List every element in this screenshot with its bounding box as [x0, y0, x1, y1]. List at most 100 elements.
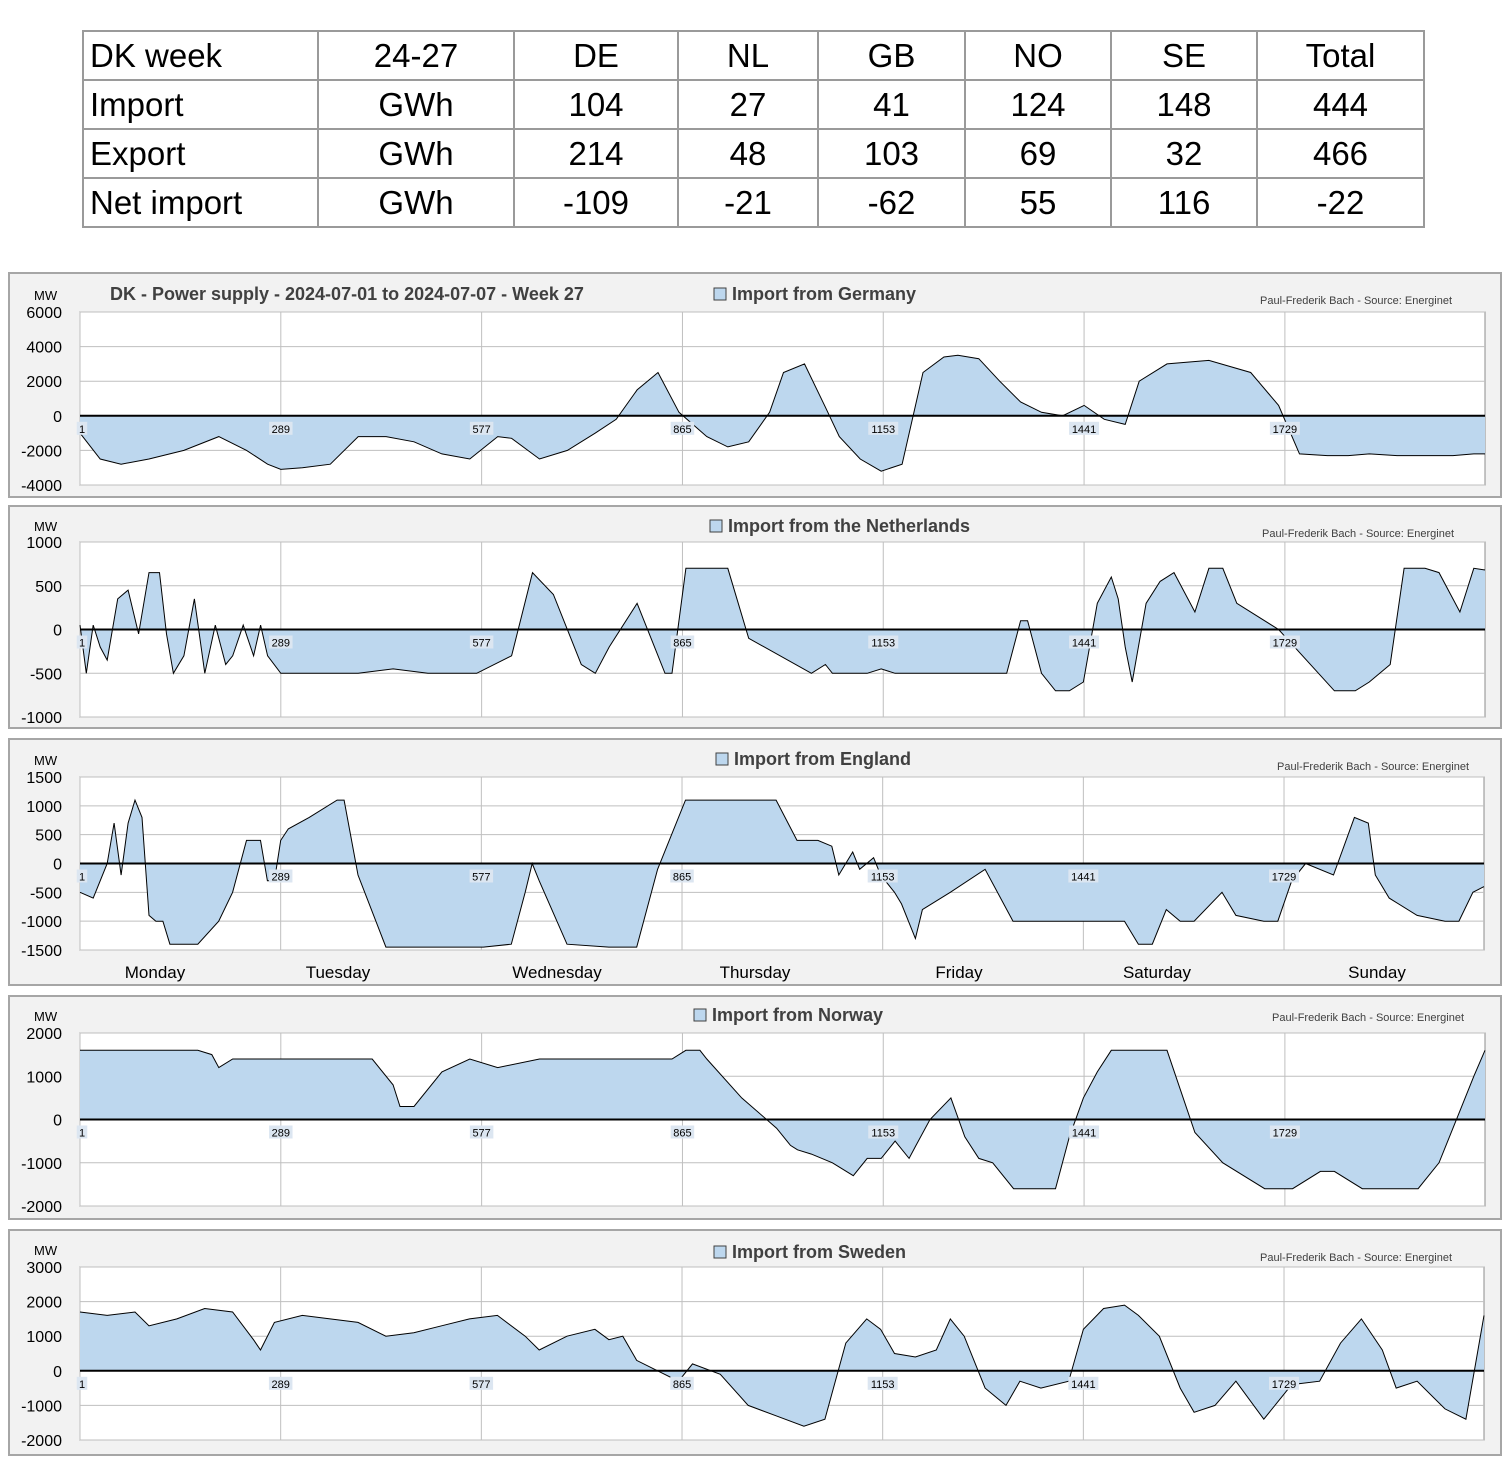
x-tick-label: 1 — [79, 872, 85, 884]
x-tick-label: 1153 — [871, 424, 895, 436]
table-header-cell: NO — [964, 30, 1112, 81]
x-tick-label-bg — [76, 869, 88, 883]
y-tick-label: 4000 — [26, 340, 62, 357]
table-row: Export GWh 214 48 103 69 32 466 — [82, 128, 1425, 179]
y-tick-label: 0 — [53, 623, 62, 640]
x-tick-label-bg — [670, 421, 695, 435]
x-tick-label-bg — [1269, 1125, 1300, 1139]
x-tick-label: 1441 — [1072, 638, 1096, 650]
x-tick-label-bg — [867, 869, 898, 883]
x-tick-label: 289 — [272, 424, 290, 436]
credit-text: Paul-Frederik Bach - Source: Energinet — [1260, 1252, 1452, 1264]
y-tick-label: -2000 — [21, 443, 62, 460]
x-tick-label: 865 — [673, 872, 691, 884]
x-tick-label: 289 — [272, 638, 290, 650]
x-tick-label-bg — [1269, 869, 1300, 883]
x-tick-label: 865 — [673, 1128, 691, 1140]
y-tick-label: 2000 — [26, 374, 62, 391]
x-tick-label-bg — [670, 1125, 695, 1139]
table-cell: -22 — [1256, 177, 1425, 228]
credit-text: Paul-Frederik Bach - Source: Energinet — [1277, 761, 1469, 773]
chart-germany: 1 289 577 865 1153 1441 1729 -4000 -2000 0 2000 400… — [8, 272, 1502, 498]
table-cell: Net import — [82, 177, 319, 228]
table-header-cell: GB — [817, 30, 966, 81]
x-tick-label-bg — [1269, 635, 1300, 649]
x-tick-label-bg — [268, 1376, 293, 1390]
y-axis-unit: MW — [34, 519, 58, 534]
credit-text: Paul-Frederik Bach - Source: Energinet — [1260, 295, 1452, 307]
chart-england: 1 289 577 865 1153 1441 1729 -1500 -1000 -500 0 500… — [8, 738, 1502, 986]
table-cell: 466 — [1256, 128, 1425, 179]
chart-title: DK - Power supply - 2024-07-01 to 2024-0… — [110, 284, 584, 304]
x-tick-label: 1 — [79, 424, 85, 436]
y-tick-label: 500 — [35, 579, 62, 596]
table-header-cell: SE — [1110, 30, 1258, 81]
y-axis-unit: MW — [34, 1009, 58, 1024]
y-tick-label: -1000 — [21, 1156, 62, 1173]
y-axis-unit: MW — [34, 288, 58, 303]
summary-table: DK week 24-27 DE NL GB NO SE Total Import GWh 104 2… — [82, 30, 1425, 228]
table-cell: Import — [82, 79, 319, 130]
series-area — [80, 355, 1485, 472]
chart-svg: 1 289 577 865 1153 1441 1729 -2000 -1000 0 1000 200… — [21, 1005, 1486, 1216]
table-cell: 116 — [1110, 177, 1258, 228]
x-tick-label-bg — [1269, 1376, 1300, 1390]
x-tick-label: 1729 — [1272, 872, 1296, 884]
y-tick-label: 500 — [35, 828, 62, 845]
day-label: Monday — [125, 963, 186, 982]
x-tick-label: 1153 — [871, 638, 895, 650]
day-label: Saturday — [1123, 963, 1192, 982]
x-tick-label: 1729 — [1273, 638, 1297, 650]
series-area — [80, 1305, 1484, 1427]
y-tick-label: -2000 — [21, 1433, 62, 1450]
legend-label: Import from Sweden — [732, 1242, 906, 1262]
legend-swatch — [693, 1008, 707, 1022]
table-header-cell: NL — [677, 30, 819, 81]
chart-sweden: 1 289 577 865 1153 1441 1729 -2000 -1000 0 1000 200… — [8, 1229, 1502, 1456]
x-tick-label-bg — [469, 635, 494, 649]
x-tick-label-bg — [269, 421, 293, 435]
table-cell: 104 — [513, 79, 679, 130]
table-cell: -109 — [513, 177, 679, 228]
x-tick-label-bg — [269, 635, 293, 649]
x-tick-label: 1729 — [1273, 424, 1297, 436]
x-tick-label-bg — [469, 421, 494, 435]
table-cell: 41 — [817, 79, 966, 130]
legend-label: Import from England — [734, 749, 911, 769]
table-row: Net import GWh -109 -21 -62 55 116 -22 — [82, 177, 1425, 228]
y-tick-label: 0 — [53, 1113, 62, 1130]
chart-norway: 1 289 577 865 1153 1441 1729 -2000 -1000 0 1000 200… — [8, 995, 1502, 1220]
y-tick-label: 0 — [53, 857, 62, 874]
x-tick-label: 1153 — [871, 1379, 895, 1391]
legend-swatch — [713, 1245, 727, 1259]
x-tick-label: 1 — [79, 1379, 85, 1391]
credit-text: Paul-Frederik Bach - Source: Energinet — [1262, 528, 1454, 540]
x-tick-label-bg — [469, 869, 494, 883]
table-cell: 32 — [1110, 128, 1258, 179]
x-tick-label-bg — [1069, 635, 1100, 649]
series-line — [79, 354, 1485, 472]
x-tick-label: 289 — [271, 872, 289, 884]
day-label: Friday — [935, 963, 983, 982]
table-cell: 55 — [964, 177, 1112, 228]
x-tick-label: 1729 — [1272, 1379, 1296, 1391]
table-header-cell: Total — [1256, 30, 1425, 81]
y-tick-label: -1500 — [21, 943, 62, 960]
x-tick-label: 1 — [79, 638, 85, 650]
chart-svg: 1 289 577 865 1153 1441 1729 -1500 -1000 -500 0 500… — [21, 749, 1485, 982]
legend-label: Import from Germany — [732, 284, 916, 304]
y-tick-label: 1500 — [26, 770, 62, 787]
x-tick-label-bg — [76, 1376, 88, 1390]
table-row: Import GWh 104 27 41 124 148 444 — [82, 79, 1425, 130]
series-line — [79, 798, 1485, 948]
table-header-cell: DK week — [82, 30, 319, 81]
series-line — [80, 1049, 1486, 1190]
y-tick-label: 0 — [53, 1364, 62, 1381]
table-cell: GWh — [317, 128, 515, 179]
x-tick-label: 1441 — [1072, 1128, 1096, 1140]
legend-swatch — [709, 519, 723, 533]
chart-svg: 1 289 577 865 1153 1441 1729 -2000 -1000 0 1000 200… — [21, 1242, 1485, 1450]
chart-svg: 1 289 577 865 1153 1441 1729 -4000 -2000 0 2000 400… — [21, 284, 1486, 495]
x-tick-label-bg — [670, 635, 695, 649]
x-tick-label-bg — [268, 869, 293, 883]
